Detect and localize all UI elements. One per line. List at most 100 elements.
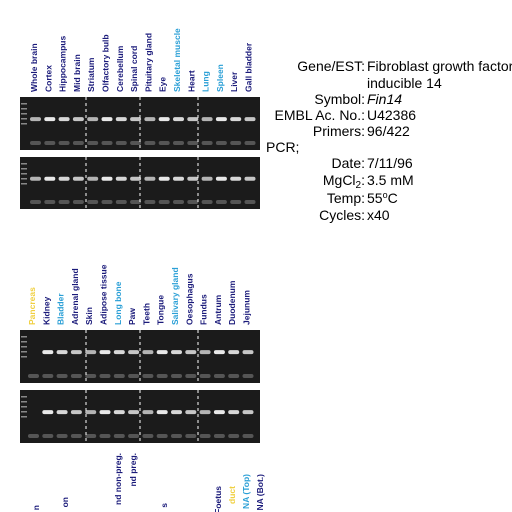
primer-smear: [187, 141, 199, 145]
band: [113, 410, 125, 415]
date-label: Date:: [332, 155, 365, 171]
band: [171, 410, 182, 415]
ladder-band: [21, 123, 27, 125]
band: [144, 176, 156, 181]
band: [115, 176, 127, 181]
lane-label: Pancreas: [27, 287, 37, 325]
primer-smear: [144, 200, 156, 204]
symbol-label: Symbol:: [314, 91, 365, 107]
ladder-band: [21, 401, 27, 403]
primer-smear: [156, 434, 168, 438]
band: [42, 350, 54, 355]
primer-smear: [230, 141, 242, 145]
band: [215, 176, 227, 181]
cycles-label: Cycles:: [319, 207, 365, 223]
lane-label: Duodenum: [227, 280, 237, 325]
ladder-band: [21, 178, 27, 180]
ladder-band: [21, 336, 27, 338]
primer-smear: [42, 434, 54, 438]
lane-label: Paw: [127, 308, 137, 325]
primer-smear: [242, 434, 254, 438]
primer-smear: [187, 200, 199, 204]
mgcl-colon: :: [361, 172, 365, 188]
band: [101, 117, 113, 122]
lane-label: Liver: [229, 71, 239, 92]
band: [244, 176, 256, 181]
ladder-band: [21, 118, 27, 120]
lane-label: Whole brain: [29, 43, 39, 92]
mgcl-text: MgCl: [323, 172, 356, 188]
ladder-band: [21, 108, 27, 110]
primer-smear: [142, 434, 154, 438]
primer-smear: [44, 141, 56, 145]
band: [242, 350, 254, 355]
lane-label: Cerebellum: [115, 45, 125, 92]
band: [156, 350, 168, 355]
primer-smear: [199, 434, 211, 438]
band: [113, 350, 125, 355]
primer-smear: [128, 434, 140, 438]
ladder-band: [21, 168, 27, 170]
band: [58, 117, 70, 122]
primer-smear: [28, 374, 39, 378]
ladder-band: [21, 351, 27, 353]
band: [171, 350, 182, 355]
band: [101, 176, 113, 181]
primer-smear: [30, 141, 41, 145]
band: [128, 410, 140, 415]
primer-smear: [201, 200, 213, 204]
lane-label: Cortex: [43, 65, 53, 92]
band: [173, 117, 184, 122]
primer-smear: [115, 200, 127, 204]
lane-label: Pituitary gland: [143, 33, 153, 92]
ladder-band: [21, 103, 27, 105]
lane-label: Gall bladder: [244, 42, 254, 92]
primer-smear: [87, 200, 99, 204]
band: [70, 350, 82, 355]
primer-smear: [171, 434, 182, 438]
primer-smear: [87, 141, 99, 145]
band: [142, 410, 154, 415]
primer-smear: [130, 141, 142, 145]
lane-label: Antrum: [213, 294, 223, 325]
primer-smear: [144, 141, 156, 145]
band: [158, 117, 170, 122]
ladder-band: [21, 416, 27, 418]
info-block: Gene/EST: Fibroblast growth factor induc…: [266, 58, 512, 223]
temp-unit: C: [388, 190, 398, 206]
lane-label: Teeth: [141, 303, 151, 325]
primer-smear: [128, 374, 140, 378]
band: [72, 176, 84, 181]
gene-label: Gene/EST:: [297, 58, 365, 74]
lane-label: nd preg.: [128, 453, 138, 487]
band: [30, 176, 41, 181]
ladder-band: [21, 411, 27, 413]
band: [213, 410, 225, 415]
gels: [20, 97, 260, 443]
ladder-band: [21, 356, 27, 358]
band: [213, 350, 225, 355]
primer-smear: [115, 141, 127, 145]
primer-smear: [199, 374, 211, 378]
primers-value: 96/422: [367, 123, 410, 139]
band: [87, 176, 99, 181]
primer-smear: [56, 374, 68, 378]
ladder-band: [21, 396, 27, 398]
primers-label: Primers:: [313, 123, 365, 139]
mgcl-sub: 2: [356, 180, 362, 191]
band: [99, 410, 111, 415]
date-value: 7/11/96: [367, 155, 413, 171]
primer-smear: [185, 434, 197, 438]
lane-label: Skeletal muscle: [172, 28, 182, 92]
lane-label: Bladder: [56, 293, 66, 325]
band: [58, 176, 70, 181]
lane-label: Oesophagus: [184, 273, 194, 325]
ladder-band: [21, 341, 27, 343]
primer-smear: [244, 141, 256, 145]
band: [44, 117, 56, 122]
primer-smear: [185, 374, 197, 378]
lane-label: Fundus: [199, 294, 209, 325]
lane-label: Striatum: [86, 57, 96, 92]
